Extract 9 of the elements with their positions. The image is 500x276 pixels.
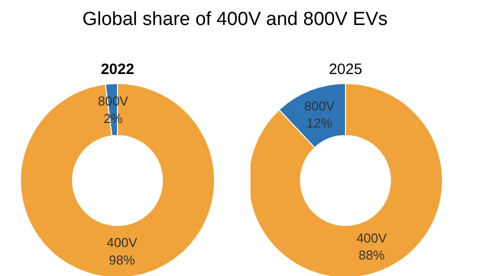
slice-label: 800V <box>304 98 335 114</box>
chart-title: 2025 <box>328 61 362 78</box>
chart-title: 2022 <box>100 61 134 78</box>
data-label: 12% <box>306 116 333 131</box>
slice-label: 400V <box>106 235 138 250</box>
text: Global share of 400V and 800V EVs <box>82 8 388 32</box>
slice-label: 400V <box>356 230 388 246</box>
data-label: 98% <box>108 252 136 268</box>
data-label: 88% <box>358 248 386 263</box>
